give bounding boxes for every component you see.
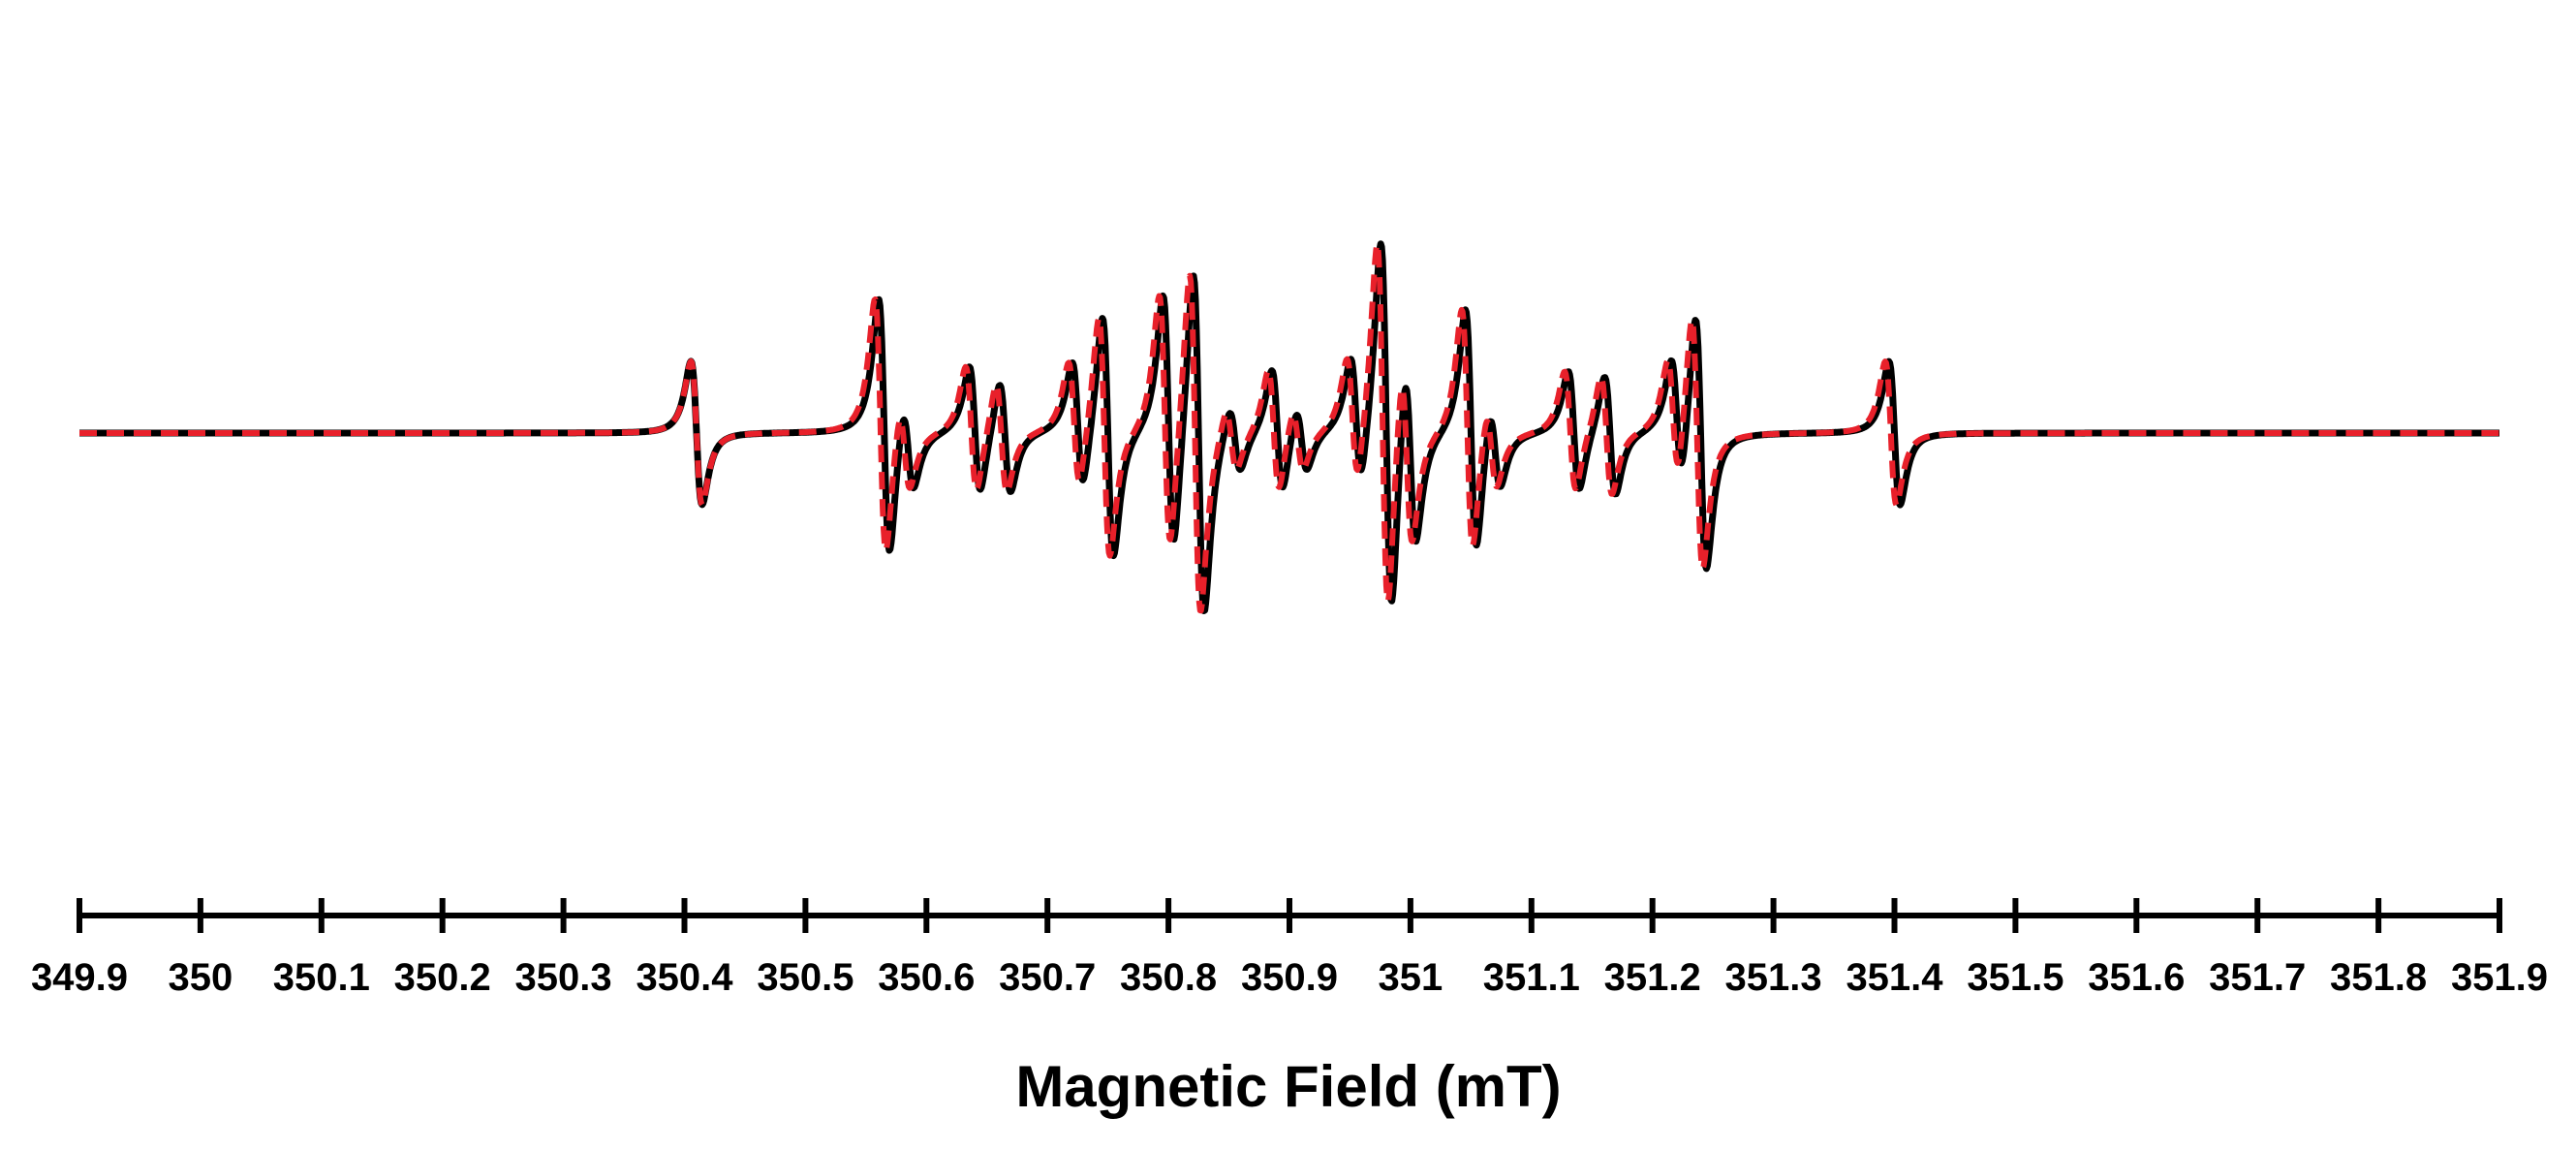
x-axis-title: Magnetic Field (mT) bbox=[1015, 1054, 1561, 1119]
x-tick-label: 350.3 bbox=[515, 956, 612, 999]
x-tick-label: 351.2 bbox=[1604, 956, 1701, 999]
x-axis: 349.9 350 350.1 350.2 350.3 350.4 350.5 350.6 35… bbox=[31, 898, 2548, 999]
x-tick-label: 350.7 bbox=[999, 956, 1096, 999]
x-tick-label: 350.5 bbox=[757, 956, 853, 999]
x-tick-label: 351.7 bbox=[2209, 956, 2306, 999]
x-tick-label: 349.9 bbox=[31, 956, 128, 999]
x-tick-label: 351 bbox=[1379, 956, 1443, 999]
series-line-solid-black bbox=[77, 240, 2502, 614]
x-tick-label: 350.1 bbox=[273, 956, 370, 999]
x-tick-label: 351.5 bbox=[1967, 956, 2064, 999]
x-tick-label: 351.3 bbox=[1725, 956, 1822, 999]
x-tick-label: 350.4 bbox=[636, 956, 733, 999]
x-tick-label: 350.2 bbox=[394, 956, 491, 999]
x-tick-label: 351.9 bbox=[2451, 956, 2548, 999]
x-tick-label: 350.6 bbox=[878, 956, 975, 999]
x-tick-label: 351.4 bbox=[1846, 956, 1943, 999]
series-line-dashed-red bbox=[78, 241, 2501, 614]
x-tick-label: 351.8 bbox=[2330, 956, 2427, 999]
x-tick-label: 351.6 bbox=[2088, 956, 2185, 999]
x-tick-label: 350.8 bbox=[1120, 956, 1217, 999]
x-tick-label: 351.1 bbox=[1483, 956, 1580, 999]
x-tick-label: 350 bbox=[169, 956, 233, 999]
x-tick-label: 350.9 bbox=[1241, 956, 1338, 999]
spectrum-series-layer bbox=[77, 240, 2502, 614]
